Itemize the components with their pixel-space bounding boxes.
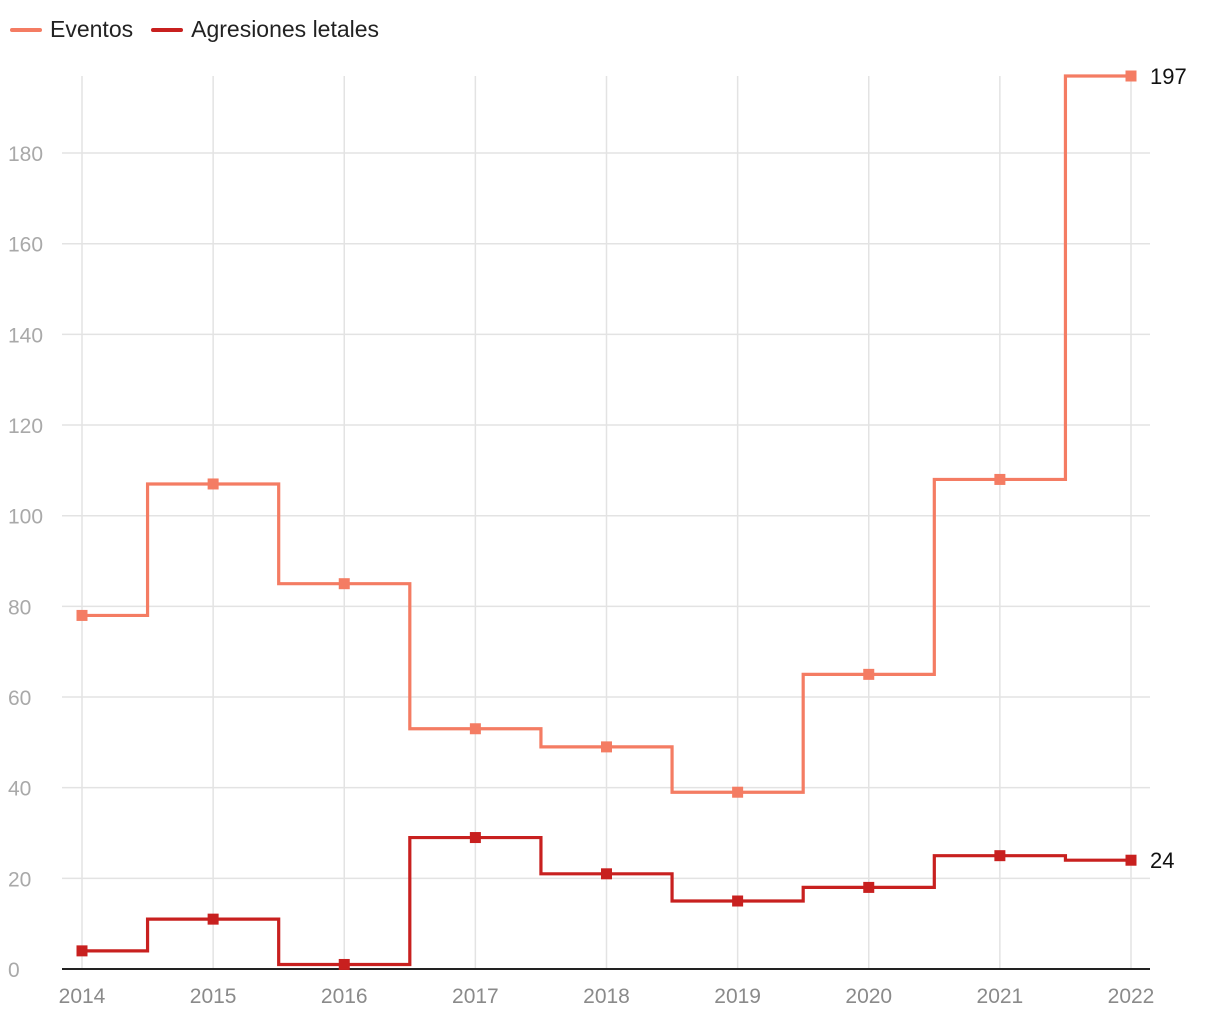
legend-swatch-agresiones-letales [151, 27, 184, 32]
y-tick-label: 100 [8, 506, 43, 529]
data-point-agresiones-letales[interactable] [994, 850, 1006, 862]
data-point-agresiones-letales[interactable] [863, 881, 875, 893]
x-tick-label: 2020 [845, 985, 892, 1008]
y-tick-label: 180 [8, 143, 43, 166]
legend-item-agresiones-letales[interactable]: Agresiones letales [151, 16, 379, 43]
data-point-eventos[interactable] [469, 723, 481, 735]
x-tick-label: 2014 [59, 985, 106, 1008]
data-point-eventos[interactable] [207, 478, 219, 490]
data-point-eventos[interactable] [994, 473, 1006, 485]
legend-item-eventos[interactable]: Eventos [10, 16, 133, 43]
data-point-eventos[interactable] [863, 668, 875, 680]
y-tick-label: 0 [8, 959, 20, 982]
y-tick-label: 80 [8, 596, 31, 619]
y-tick-label: 120 [8, 415, 43, 438]
x-tick-label: 2022 [1108, 985, 1155, 1008]
data-point-agresiones-letales[interactable] [732, 895, 744, 907]
y-tick-label: 20 [8, 868, 31, 891]
x-tick-label: 2015 [190, 985, 237, 1008]
y-tick-label: 60 [8, 687, 31, 710]
data-point-eventos[interactable] [338, 578, 350, 590]
data-point-eventos[interactable] [601, 741, 612, 753]
data-point-eventos[interactable] [732, 786, 744, 798]
y-tick-label: 160 [8, 234, 43, 257]
end-label-agresiones-letales: 24 [1150, 848, 1174, 873]
x-tick-label: 2017 [452, 985, 499, 1008]
legend: Eventos Agresiones letales [10, 16, 379, 43]
data-point-eventos[interactable] [1125, 70, 1137, 82]
data-point-agresiones-letales[interactable] [1125, 854, 1137, 866]
data-point-agresiones-letales[interactable] [207, 913, 219, 925]
legend-swatch-eventos [10, 27, 42, 32]
data-point-agresiones-letales[interactable] [76, 945, 88, 957]
x-tick-label: 2016 [321, 985, 368, 1008]
y-tick-label: 140 [8, 324, 43, 347]
data-point-agresiones-letales[interactable] [601, 868, 612, 880]
x-tick-label: 2021 [977, 985, 1024, 1008]
y-tick-label: 40 [8, 778, 31, 801]
end-label-eventos: 197 [1150, 64, 1187, 89]
legend-label-agresiones-letales: Agresiones letales [191, 16, 380, 42]
data-point-agresiones-letales[interactable] [469, 832, 481, 844]
x-tick-label: 2019 [714, 985, 761, 1008]
data-point-agresiones-letales[interactable] [338, 958, 350, 970]
legend-label-eventos: Eventos [50, 16, 134, 42]
x-tick-label: 2018 [583, 985, 630, 1008]
data-point-eventos[interactable] [76, 609, 88, 621]
